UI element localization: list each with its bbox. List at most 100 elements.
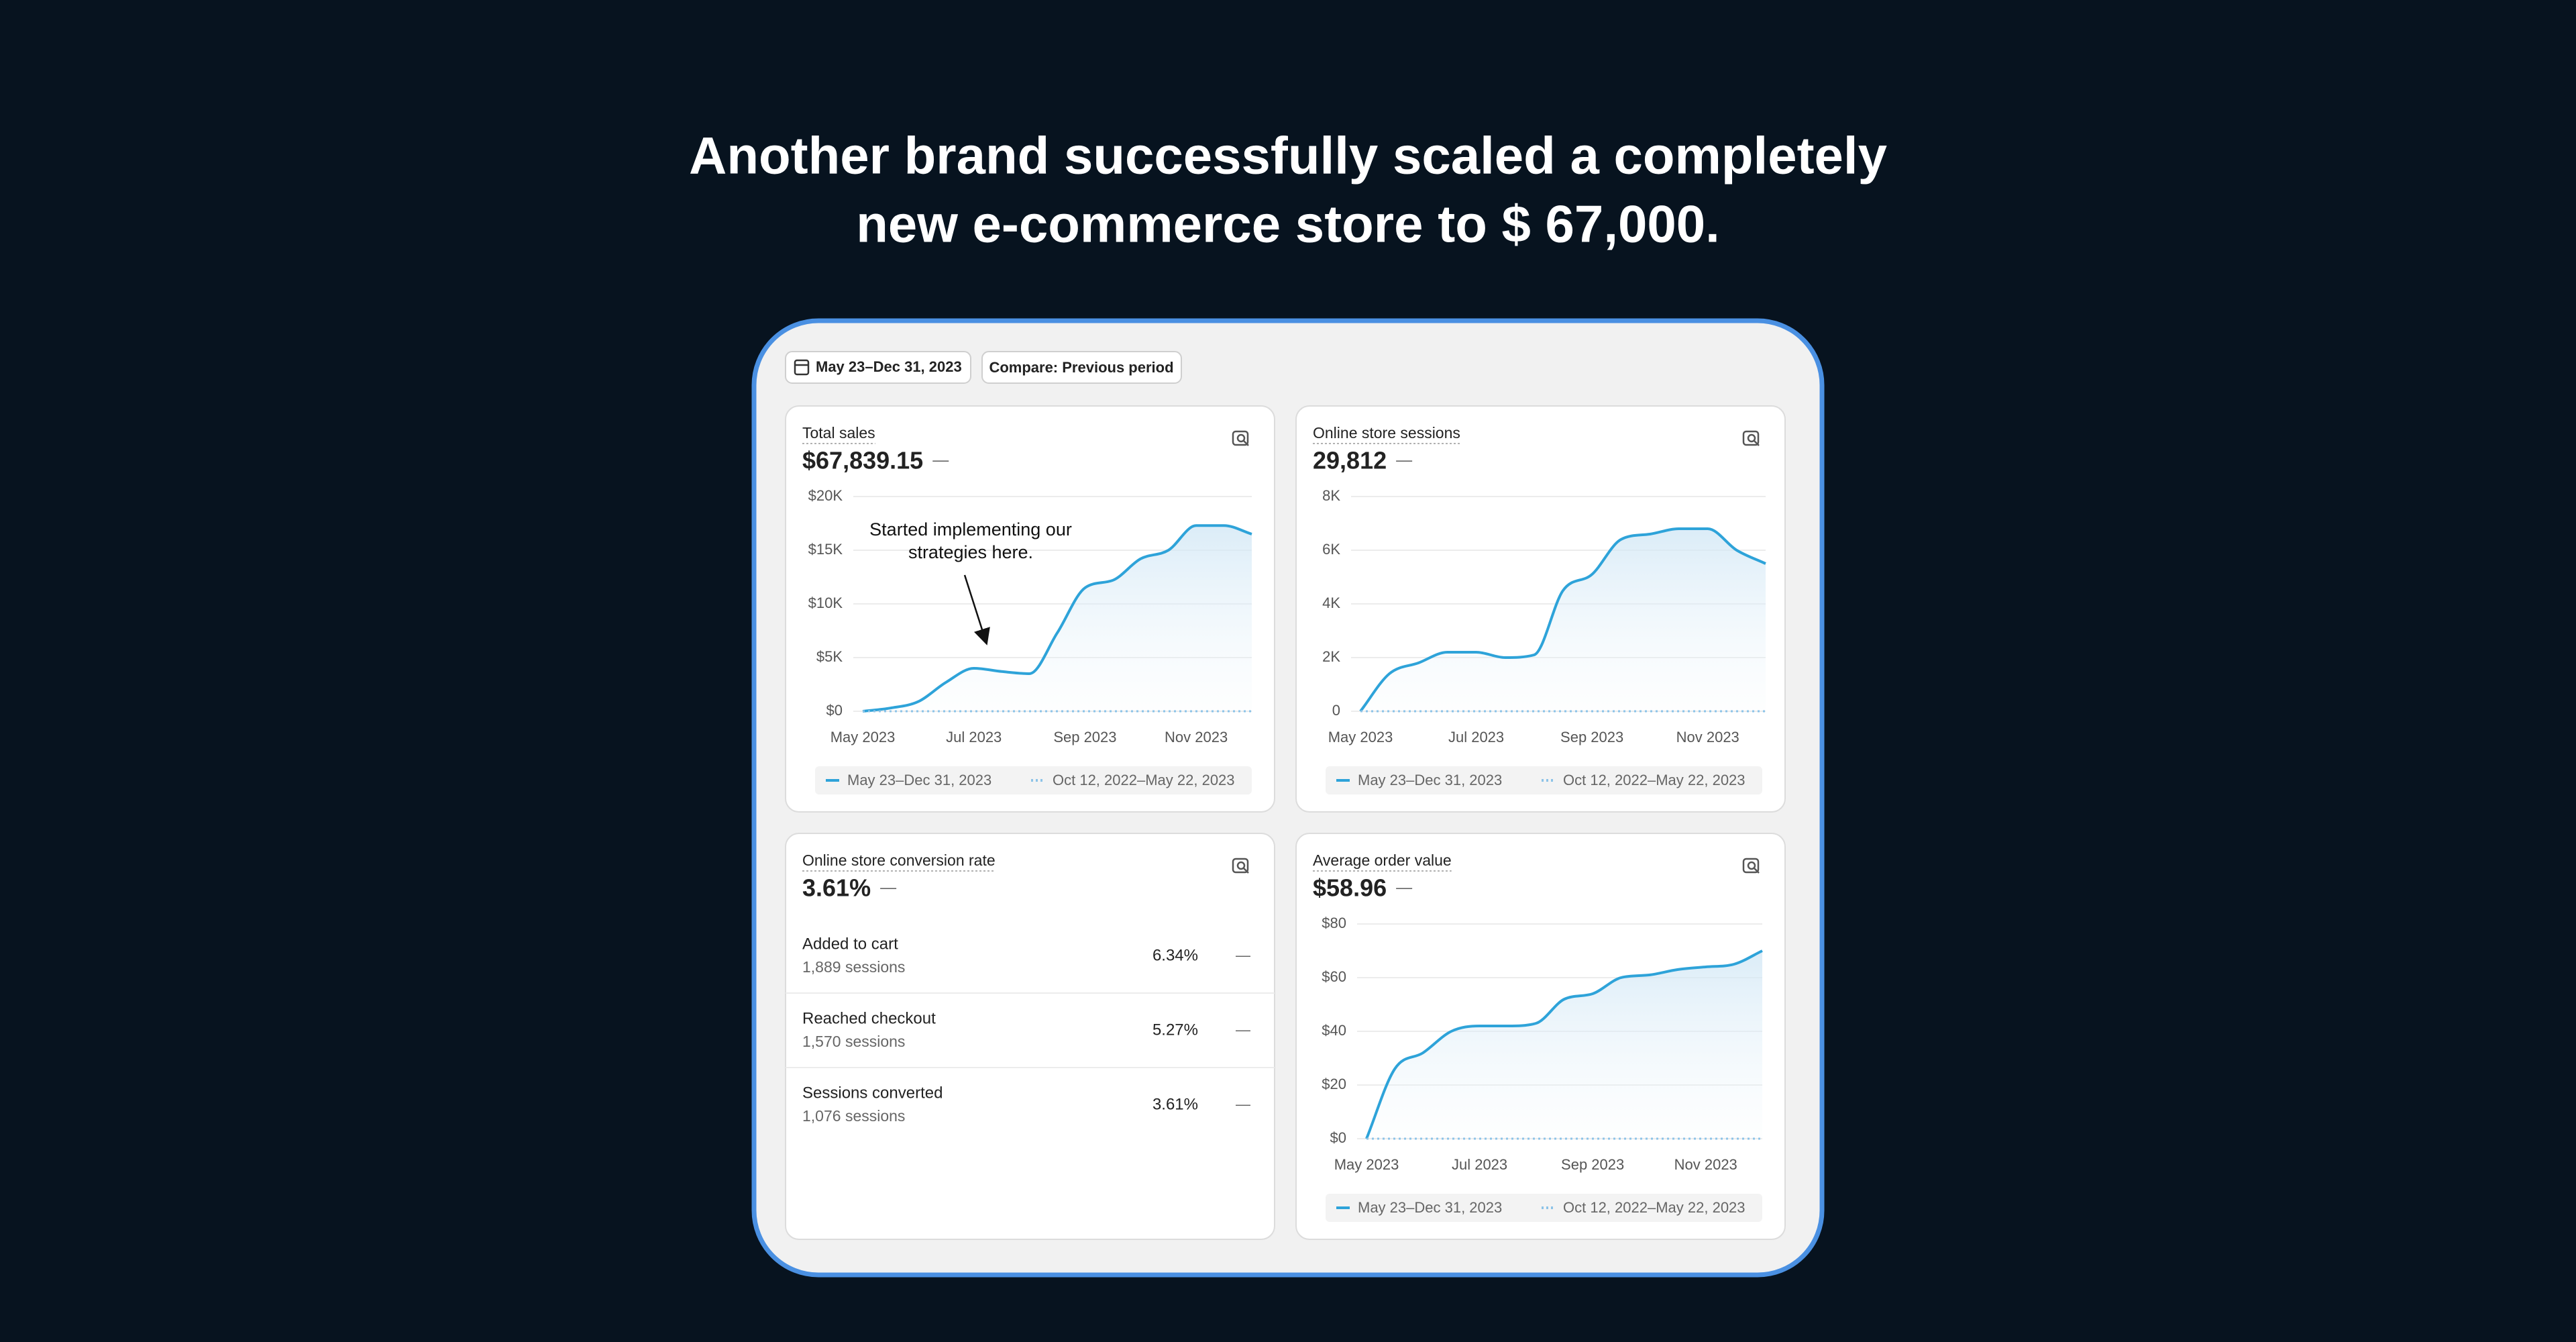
y-tick-label: 8K — [1322, 487, 1340, 504]
card — [785, 833, 1275, 1240]
row-change: — — [1236, 947, 1250, 964]
y-tick-label: $20 — [1322, 1076, 1346, 1092]
y-tick-label: $40 — [1322, 1022, 1346, 1039]
x-tick-label: Jul 2023 — [1448, 729, 1504, 745]
legend-label: Oct 12, 2022–May 22, 2023 — [1563, 1199, 1746, 1216]
y-tick-label: $15K — [808, 541, 843, 558]
explore-icon[interactable] — [1232, 430, 1249, 446]
series-line — [1365, 949, 1763, 1139]
row-rate: 5.27% — [1152, 1021, 1198, 1039]
area-fill — [1360, 529, 1766, 711]
legend-chip — [1326, 766, 1539, 794]
row-label: Sessions converted — [802, 1084, 943, 1102]
area-fill — [863, 525, 1252, 711]
legend-label: Oct 12, 2022–May 22, 2023 — [1563, 772, 1746, 788]
x-tick-label: Sep 2023 — [1561, 1156, 1624, 1173]
card-title: Online store sessions — [1313, 424, 1460, 442]
y-tick-label: $0 — [1330, 1129, 1346, 1146]
legend-label: May 23–Dec 31, 2023 — [1358, 1199, 1502, 1216]
x-tick-label: May 2023 — [1328, 729, 1393, 745]
x-tick-label: Nov 2023 — [1165, 729, 1228, 745]
card-title: Total sales — [802, 424, 875, 442]
row-sessions: 1,570 sessions — [802, 1033, 905, 1050]
explore-icon[interactable] — [1742, 430, 1760, 446]
kpi-change: — — [1396, 878, 1412, 896]
row-rate: 3.61% — [1152, 1095, 1198, 1113]
legend-chip — [1326, 1194, 1539, 1222]
kpi-value: 29,812 — [1313, 447, 1387, 474]
explore-icon-handle — [1754, 868, 1760, 874]
explore-icon-frame — [1232, 430, 1249, 446]
compare-button-bg[interactable] — [981, 351, 1182, 384]
explore-icon-handle — [1243, 868, 1249, 874]
row-rate: 6.34% — [1152, 946, 1198, 964]
explore-icon-handle — [1243, 440, 1249, 446]
legend-chip — [1531, 766, 1762, 794]
x-tick-label: Sep 2023 — [1053, 729, 1116, 745]
kpi-value: $67,839.15 — [802, 447, 923, 474]
annotation-arrow — [963, 574, 990, 646]
explore-icon-frame — [1742, 430, 1760, 446]
annotation: strategies here. — [908, 542, 1033, 562]
explore-icon-lens — [1747, 433, 1756, 443]
y-tick-label: $5K — [816, 648, 843, 665]
card-title: Average order value — [1313, 851, 1452, 869]
x-tick-label: Jul 2023 — [946, 729, 1002, 745]
y-tick-label: $60 — [1322, 968, 1346, 985]
y-tick-label: $80 — [1322, 915, 1346, 931]
kpi-change: — — [1396, 451, 1412, 469]
date-button-bg[interactable] — [785, 351, 971, 384]
legend-label: Oct 12, 2022–May 22, 2023 — [1053, 772, 1235, 788]
x-tick-label: Sep 2023 — [1560, 729, 1623, 745]
headline: new e-commerce store to $ 67,000. — [856, 195, 1720, 254]
series-line — [1359, 527, 1766, 713]
compare-label[interactable]: Compare: Previous period — [989, 359, 1173, 376]
legend-label: May 23–Dec 31, 2023 — [1358, 772, 1502, 788]
x-tick-label: May 2023 — [1334, 1156, 1399, 1173]
headline: Another brand successfully scaled a comp… — [689, 126, 1887, 185]
explore-icon-frame — [1232, 858, 1249, 874]
kpi-change: — — [932, 451, 949, 469]
y-tick-label: 4K — [1322, 595, 1340, 611]
x-tick-label: Nov 2023 — [1676, 729, 1739, 745]
row-change: — — [1236, 1021, 1250, 1038]
annotation: Started implementing our — [869, 519, 1072, 539]
legend-chip — [1531, 1194, 1762, 1222]
date-range[interactable]: May 23–Dec 31, 2023 — [816, 358, 962, 375]
compare-button[interactable]: Compare: Previous period — [981, 351, 1182, 384]
explore-icon[interactable] — [1742, 858, 1760, 874]
y-tick-label: $20K — [808, 487, 843, 504]
x-tick-label: Nov 2023 — [1674, 1156, 1737, 1173]
explore-icon-frame — [1742, 858, 1760, 874]
y-tick-label: 2K — [1322, 648, 1340, 665]
explore-icon-lens — [1236, 861, 1246, 870]
explore-icon[interactable] — [1232, 858, 1249, 874]
x-tick-label: May 2023 — [830, 729, 896, 745]
area-fill — [1366, 951, 1762, 1139]
y-tick-label: $0 — [826, 702, 843, 719]
legend-label: May 23–Dec 31, 2023 — [847, 772, 991, 788]
legend-chip — [1020, 766, 1252, 794]
date-button[interactable]: May 23–Dec 31, 2023 — [785, 351, 971, 384]
legend-chip — [815, 766, 1028, 794]
kpi-change: — — [880, 878, 896, 896]
card-title: Online store conversion rate — [802, 851, 996, 869]
calendar-icon — [794, 359, 810, 376]
row-sessions: 1,889 sessions — [802, 958, 905, 976]
kpi-value: 3.61% — [802, 874, 871, 902]
series-line — [862, 524, 1252, 713]
y-tick-label: 0 — [1332, 702, 1340, 719]
row-label: Reached checkout — [802, 1009, 936, 1027]
kpi-value: $58.96 — [1313, 874, 1387, 902]
explore-icon-lens — [1747, 861, 1756, 870]
explore-icon-handle — [1754, 440, 1760, 446]
row-sessions: 1,076 sessions — [802, 1107, 905, 1125]
x-tick-label: Jul 2023 — [1452, 1156, 1507, 1173]
row-change: — — [1236, 1096, 1250, 1113]
y-tick-label: 6K — [1322, 541, 1340, 558]
y-tick-label: $10K — [808, 595, 843, 611]
row-label: Added to cart — [802, 935, 898, 953]
explore-icon-lens — [1236, 433, 1246, 443]
